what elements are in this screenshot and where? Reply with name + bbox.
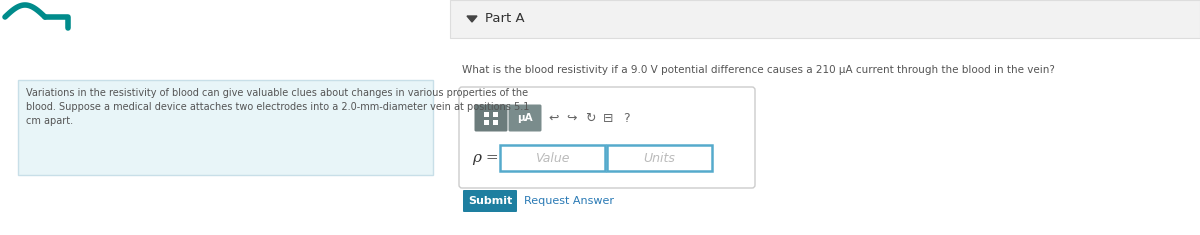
FancyBboxPatch shape [607,145,712,171]
FancyBboxPatch shape [450,0,1200,38]
Text: ρ =: ρ = [472,151,499,165]
FancyBboxPatch shape [500,145,605,171]
Text: ↩: ↩ [548,111,559,125]
Text: ⊟: ⊟ [602,111,613,125]
FancyBboxPatch shape [492,112,498,118]
FancyBboxPatch shape [484,120,488,125]
FancyBboxPatch shape [18,80,433,175]
Text: Submit: Submit [468,196,512,206]
FancyBboxPatch shape [458,87,755,188]
Text: Request Answer: Request Answer [524,196,614,206]
Text: What is the blood resistivity if a 9.0 V potential difference causes a 210 μA cu: What is the blood resistivity if a 9.0 V… [462,65,1055,75]
Text: Variations in the resistivity of blood can give valuable clues about changes in : Variations in the resistivity of blood c… [26,88,528,98]
Text: ↪: ↪ [566,111,577,125]
Text: μA: μA [517,113,533,123]
FancyBboxPatch shape [509,105,541,132]
Text: Units: Units [643,152,676,164]
FancyBboxPatch shape [492,120,498,125]
Text: Value: Value [535,152,570,164]
FancyBboxPatch shape [474,105,508,132]
FancyBboxPatch shape [450,0,1200,235]
Text: blood. Suppose a medical device attaches two electrodes into a 2.0-mm-diameter v: blood. Suppose a medical device attaches… [26,102,529,112]
Text: ?: ? [623,111,629,125]
FancyBboxPatch shape [463,190,517,212]
Text: Part A: Part A [485,12,524,26]
FancyBboxPatch shape [484,112,488,118]
Text: ↻: ↻ [584,111,595,125]
Text: cm apart.: cm apart. [26,116,73,126]
Polygon shape [467,16,478,22]
